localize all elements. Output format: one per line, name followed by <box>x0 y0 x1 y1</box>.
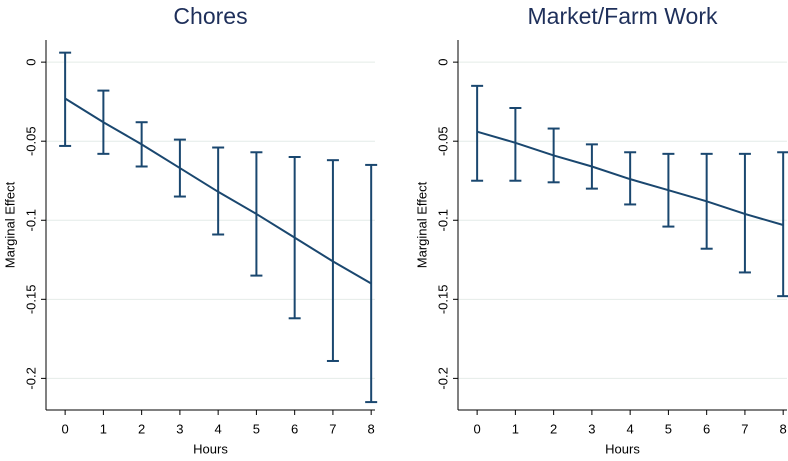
line <box>476 130 784 226</box>
y-tick-label: -0.2 <box>435 367 450 389</box>
y-tick-label: -0.1 <box>23 209 38 231</box>
y-tick-label: 0 <box>23 59 38 66</box>
y-tick-label: -0.2 <box>23 367 38 389</box>
chart-title: Chores <box>173 3 247 29</box>
x-tick-label: 7 <box>741 421 748 436</box>
x-tick-label: 8 <box>368 421 375 436</box>
y-tick-label: -0.1 <box>435 209 450 231</box>
x-tick-label: 0 <box>62 421 69 436</box>
y-axis-label: Marginal Effect <box>2 181 17 268</box>
y-tick-label: -0.15 <box>23 284 38 314</box>
x-tick-label: 6 <box>703 421 710 436</box>
chart-title: Market/Farm Work <box>528 3 718 29</box>
x-tick-label: 2 <box>138 421 145 436</box>
x-tick-label: 1 <box>512 421 519 436</box>
x-tick-label: 4 <box>215 421 222 436</box>
x-tick-label: 1 <box>100 421 107 436</box>
x-tick-label: 2 <box>550 421 557 436</box>
line <box>64 97 372 285</box>
x-axis-label: Hours <box>605 441 640 456</box>
y-tick-label: -0.15 <box>435 284 450 314</box>
x-tick-label: 8 <box>780 421 787 436</box>
y-axis-label: Marginal Effect <box>414 181 429 268</box>
y-tick-label: 0 <box>435 59 450 66</box>
x-tick-label: 3 <box>588 421 595 436</box>
x-tick-label: 3 <box>176 421 183 436</box>
x-tick-label: 6 <box>291 421 298 436</box>
x-tick-label: 5 <box>665 421 672 436</box>
x-tick-label: 7 <box>329 421 336 436</box>
x-tick-label: 4 <box>627 421 634 436</box>
x-tick-label: 5 <box>253 421 260 436</box>
x-tick-label: 0 <box>474 421 481 436</box>
y-tick-label: -0.05 <box>23 126 38 156</box>
x-axis-label: Hours <box>193 441 228 456</box>
y-tick-label: -0.05 <box>435 126 450 156</box>
